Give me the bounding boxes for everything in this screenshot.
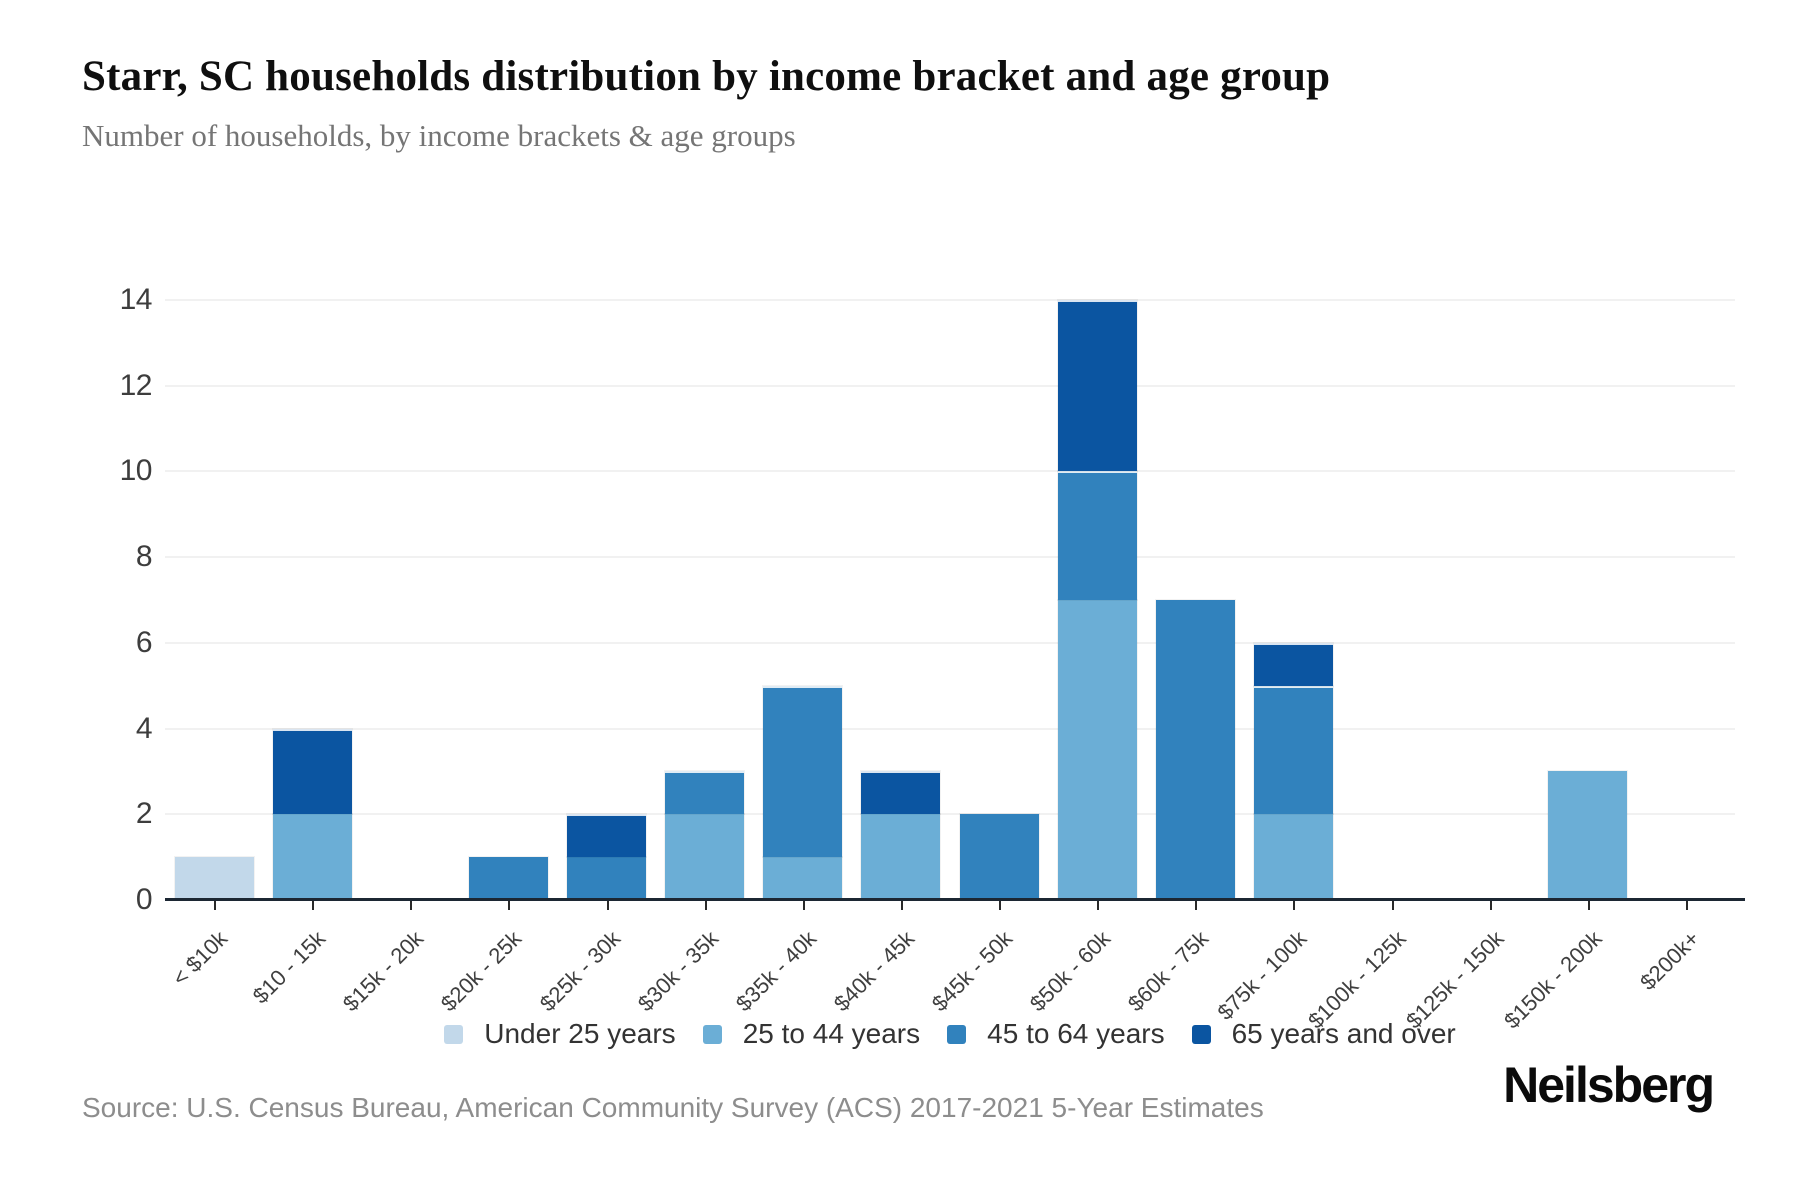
bar-segment[interactable] <box>1156 600 1235 900</box>
y-axis-label: 6 <box>135 625 153 659</box>
bar-segment[interactable] <box>763 857 842 900</box>
source-text: Source: U.S. Census Bureau, American Com… <box>82 1092 1264 1123</box>
bar-segment[interactable] <box>567 857 646 900</box>
x-tick-mark <box>1195 901 1197 910</box>
x-tick-mark <box>1293 901 1295 910</box>
plot-area <box>165 299 1735 900</box>
x-tick-mark <box>1588 901 1590 910</box>
gridline <box>165 727 1735 730</box>
x-axis-label: $25k - 30k <box>535 925 626 1017</box>
gridline <box>165 384 1735 387</box>
legend-item[interactable]: 45 to 64 years <box>947 1018 1165 1050</box>
x-tick-mark <box>410 901 412 910</box>
legend-label: Under 25 years <box>484 1018 676 1049</box>
x-tick-mark <box>214 901 216 910</box>
x-axis-label: < $10k <box>167 925 233 991</box>
y-axis-label: 14 <box>119 283 153 316</box>
bar-segment[interactable] <box>175 857 254 900</box>
x-tick-mark <box>705 901 707 910</box>
x-tick-mark <box>901 901 903 910</box>
x-axis-label: $20k - 25k <box>436 925 527 1017</box>
legend-item[interactable]: Under 25 years <box>444 1018 676 1050</box>
bar-segment[interactable] <box>665 771 744 815</box>
y-axis-label: 2 <box>135 797 153 831</box>
bar-segment[interactable] <box>1058 300 1137 472</box>
bar-segment[interactable] <box>861 771 940 815</box>
gridline <box>165 641 1735 644</box>
page-title: Starr, SC households distribution by inc… <box>82 53 1331 100</box>
x-axis-label: $75k - 100k <box>1212 925 1312 1025</box>
x-tick-mark <box>1392 901 1394 910</box>
legend-item[interactable]: 65 years and over <box>1191 1018 1456 1050</box>
x-tick-mark <box>999 901 1001 910</box>
x-tick-mark <box>312 901 314 910</box>
bar-segment[interactable] <box>1254 814 1333 900</box>
gridline <box>165 299 1735 301</box>
gridline <box>165 813 1735 816</box>
x-axis-label: $30k - 35k <box>633 925 724 1017</box>
x-axis-label: $60k - 75k <box>1123 925 1214 1017</box>
brand-logo[interactable]: Neilsberg <box>1503 1057 1715 1113</box>
legend-item[interactable]: 25 to 44 years <box>702 1018 921 1050</box>
x-axis-line <box>165 898 1745 901</box>
legend-swatch <box>444 1024 464 1044</box>
x-axis-label: $35k - 40k <box>731 925 822 1017</box>
x-tick-mark <box>607 901 609 910</box>
bar-segment[interactable] <box>665 814 744 900</box>
bar-segment[interactable] <box>1058 600 1137 900</box>
legend-label: 65 years and over <box>1231 1018 1456 1049</box>
bar-segment[interactable] <box>469 857 548 900</box>
x-axis-label: $50k - 60k <box>1025 925 1116 1017</box>
legend-swatch <box>1191 1024 1211 1044</box>
legend: Under 25 years 25 to 44 years 45 to 64 yea… <box>165 1012 1735 1056</box>
x-axis-label: $15k - 20k <box>338 925 429 1017</box>
x-axis-label: $45k - 50k <box>927 925 1018 1017</box>
bar-segment[interactable] <box>1548 771 1627 900</box>
y-axis-label: 10 <box>119 454 153 488</box>
legend-swatch <box>947 1024 967 1044</box>
gridline <box>165 470 1735 473</box>
bar-segment[interactable] <box>1254 685 1333 815</box>
y-axis-label: 0 <box>135 883 153 916</box>
legend-label: 25 to 44 years <box>742 1018 921 1049</box>
x-tick-mark <box>1490 901 1492 910</box>
y-axis-label: 12 <box>119 368 153 402</box>
bar-segment[interactable] <box>763 685 842 858</box>
x-tick-mark <box>803 901 805 910</box>
legend-swatch <box>702 1024 722 1044</box>
y-axis-label: 4 <box>135 711 153 745</box>
x-axis-label: $40k - 45k <box>829 925 920 1017</box>
page-subtitle: Number of households, by income brackets… <box>82 118 796 153</box>
bar-segment[interactable] <box>960 814 1039 900</box>
legend-label: 45 to 64 years <box>987 1018 1165 1049</box>
bar-segment[interactable] <box>273 814 352 900</box>
bar-segment[interactable] <box>1254 642 1333 686</box>
x-tick-mark <box>1686 901 1688 910</box>
bar-segment[interactable] <box>1058 471 1137 600</box>
y-axis-label: 8 <box>135 540 153 574</box>
bar-segment[interactable] <box>567 814 646 858</box>
x-tick-mark <box>508 901 510 910</box>
gridline <box>165 556 1735 559</box>
bar-segment[interactable] <box>861 814 940 900</box>
x-tick-mark <box>1097 901 1099 910</box>
bar-segment[interactable] <box>273 728 352 815</box>
x-axis-label: $10 - 15k <box>247 925 331 1009</box>
x-axis-label: $200k+ <box>1635 925 1705 995</box>
